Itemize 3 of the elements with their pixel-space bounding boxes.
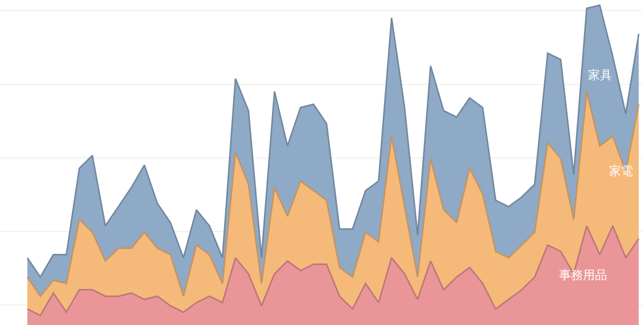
series-label: 家電 [609, 164, 633, 178]
series-label: 事務用品 [559, 268, 607, 282]
series-label: 家具 [588, 68, 612, 82]
